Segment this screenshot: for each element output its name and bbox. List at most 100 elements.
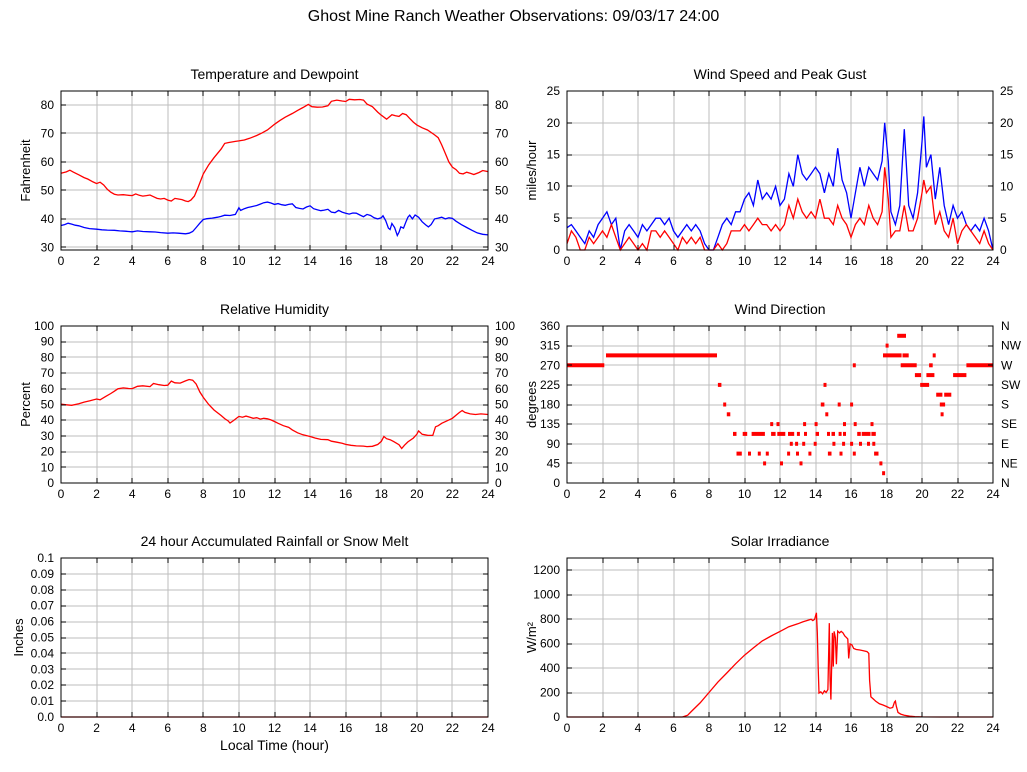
x-tick-label: 22 [446, 487, 460, 501]
x-tick-label: 24 [986, 254, 1000, 268]
y-axis-label: Inches [11, 618, 26, 657]
y-tick-label: 315 [540, 339, 560, 353]
y-tick-label-right: 80 [495, 350, 509, 364]
y-tick-label: 1000 [533, 588, 560, 602]
compass-label: SW [1001, 378, 1021, 392]
y-tick-label-right: 20 [1000, 116, 1014, 130]
chart-title: Solar Irradiance [731, 533, 830, 549]
tick-labels: 0 2 4 6 8 10 12 14 16 18 20 22 240.00.010.020.030.04… [31, 551, 495, 735]
x-tick-label: 10 [738, 721, 752, 735]
x-tick-label: 24 [986, 721, 1000, 735]
x-tick-label: 20 [915, 254, 929, 268]
y-tick-label: 20 [41, 445, 55, 459]
x-tick-label: 10 [738, 254, 752, 268]
y-tick-label-right: 25 [1000, 84, 1014, 98]
x-tick-label: 8 [706, 254, 713, 268]
x-tick-label: 8 [200, 254, 207, 268]
x-tick-label: 12 [268, 487, 282, 501]
x-tick-label: 10 [232, 487, 246, 501]
y-tick-label: 0.07 [31, 599, 55, 613]
x-tick-label: 24 [481, 721, 495, 735]
y-tick-label-right: 100 [495, 319, 515, 333]
gridlines [61, 326, 488, 483]
y-tick-label: 30 [41, 240, 55, 254]
relative-humidity-line [60, 378, 489, 450]
y-tick-label-right: 50 [495, 398, 509, 412]
x-tick-label: 8 [200, 721, 207, 735]
compass-label: NE [1001, 456, 1018, 470]
x-tick-label: 4 [129, 721, 136, 735]
y-tick-label-right: 20 [495, 445, 509, 459]
compass-label: NW [1001, 339, 1022, 353]
tick-marks [60, 557, 489, 718]
x-tick-label: 14 [809, 254, 823, 268]
x-tick-label: 24 [481, 254, 495, 268]
y-tick-label: 1200 [533, 563, 560, 577]
y-axis-label: Fahrenheit [18, 139, 33, 202]
x-tick-label: 22 [446, 254, 460, 268]
y-tick-label-right: 5 [1000, 211, 1007, 225]
y-tick-label-right: 50 [495, 183, 509, 197]
y-tick-label: 225 [540, 378, 560, 392]
y-tick-label: 60 [41, 155, 55, 169]
y-tick-label: 270 [540, 358, 560, 372]
y-tick-label: 0.04 [31, 646, 55, 660]
compass-label: E [1001, 437, 1009, 451]
y-tick-label: 60 [41, 382, 55, 396]
x-tick-label: 8 [200, 487, 207, 501]
y-tick-label: 0.1 [37, 551, 54, 565]
y-axis-label: W/m² [524, 621, 539, 653]
x-tick-label: 0 [58, 487, 65, 501]
x-tick-label: 22 [951, 721, 965, 735]
y-tick-label: 135 [540, 417, 560, 431]
x-tick-label: 20 [410, 254, 424, 268]
x-tick-label: 24 [481, 487, 495, 501]
x-tick-label: 14 [303, 254, 317, 268]
tick-marks [566, 558, 994, 718]
x-tick-label: 12 [773, 254, 787, 268]
y-tick-label: 0.03 [31, 662, 55, 676]
y-tick-label-right: 10 [495, 460, 509, 474]
x-tick-label: 6 [670, 487, 677, 501]
y-tick-label: 360 [540, 319, 560, 333]
x-tick-label: 14 [303, 487, 317, 501]
compass-label: N [1001, 476, 1010, 490]
x-tick-label: 20 [915, 721, 929, 735]
y-tick-label: 10 [41, 460, 55, 474]
y-tick-label-right: 0 [1000, 243, 1007, 257]
y-axis-label: Percent [18, 382, 33, 427]
x-tick-label: 4 [129, 254, 136, 268]
y-tick-label: 90 [547, 437, 561, 451]
y-tick-label: 70 [41, 126, 55, 140]
x-tick-label: 12 [773, 721, 787, 735]
x-tick-label: 22 [951, 254, 965, 268]
x-tick-label: 16 [339, 254, 353, 268]
page-title: Ghost Mine Ranch Weather Observations: 0… [307, 8, 720, 25]
x-tick-label: 0 [58, 721, 65, 735]
x-tick-label: 16 [844, 721, 858, 735]
y-tick-label: 40 [41, 212, 55, 226]
y-tick-label: 180 [540, 398, 560, 412]
x-tick-label: 14 [303, 721, 317, 735]
y-tick-label: 200 [540, 686, 560, 700]
x-tick-label: 2 [599, 487, 606, 501]
y-tick-label: 0 [47, 476, 54, 490]
y-tick-label-right: 70 [495, 366, 509, 380]
x-tick-label: 0 [564, 254, 571, 268]
x-tick-label: 16 [339, 487, 353, 501]
x-tick-label: 0 [564, 487, 571, 501]
y-tick-label: 0.01 [31, 694, 55, 708]
y-tick-label: 400 [540, 661, 560, 675]
y-tick-label: 90 [41, 335, 55, 349]
tick-marks [60, 325, 489, 484]
y-tick-label-right: 30 [495, 429, 509, 443]
x-tick-label: 22 [951, 487, 965, 501]
x-tick-label: 20 [410, 487, 424, 501]
x-tick-label: 4 [635, 721, 642, 735]
y-tick-label: 0.09 [31, 567, 55, 581]
gridlines [61, 91, 488, 250]
y-tick-label-right: 90 [495, 335, 509, 349]
